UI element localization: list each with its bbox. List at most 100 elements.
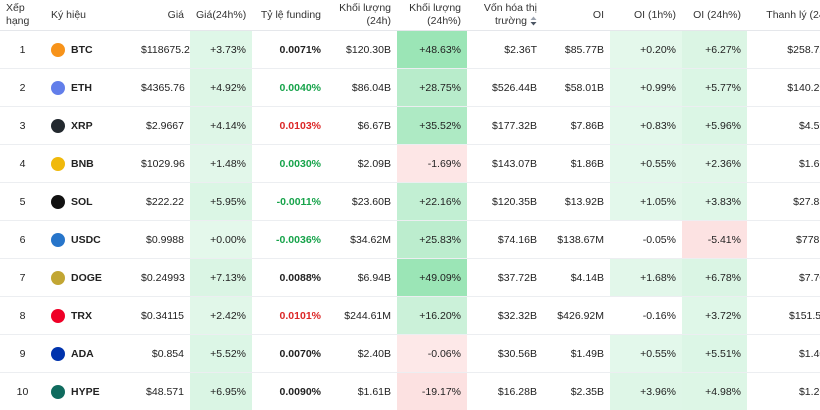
table-cell: 0.0040% [252, 68, 327, 107]
cell-value: $138.67M [557, 233, 604, 246]
column-header: Tỷ lệ funding [252, 0, 327, 31]
column-header: OI [543, 0, 610, 31]
table-cell: $778.80 [747, 220, 820, 259]
table-cell: +0.00% [190, 220, 252, 259]
table-cell: $4.59M [747, 106, 820, 145]
table-cell: 9 [0, 334, 45, 373]
cell-value: +3.73% [210, 43, 246, 56]
coin-symbol: BTC [71, 43, 93, 56]
cell-value: +4.92% [210, 81, 246, 94]
sort-icon[interactable] [530, 16, 537, 26]
cell-value: $4.59M [798, 119, 820, 132]
table-cell: $138.67M [543, 220, 610, 259]
column-header: OI (24h%) [682, 0, 747, 31]
column-header: Giá(24h%) [190, 0, 252, 31]
table-cell: +6.27% [682, 30, 747, 69]
table-row[interactable]: 4 BNB $1029.96 +1.48% 0.0030% $2.09B -1.69% $14… [0, 144, 820, 183]
table-cell: +5.51% [682, 334, 747, 373]
table-cell: $1.26M [747, 372, 820, 410]
cell-value: $58.01B [564, 81, 604, 94]
table-row[interactable]: 1 BTC $118675.2 +3.73% 0.0071% $120.30B +48.63… [0, 30, 820, 69]
table-row[interactable]: 5 SOL $222.22 +5.95% -0.0011% $23.60B +22.16% $… [0, 182, 820, 221]
table-row[interactable]: 6 USDC $0.9988 +0.00% -0.0036% $34.62M +25.83%… [0, 220, 820, 259]
table-cell: +25.83% [397, 220, 467, 259]
table-cell: DOGE [45, 258, 135, 297]
table-cell: $222.22 [135, 182, 190, 221]
table-cell: +35.52% [397, 106, 467, 145]
cell-value: +0.99% [640, 81, 676, 94]
table-cell: XRP [45, 106, 135, 145]
table-cell: HYPE [45, 372, 135, 410]
cell-value: +5.52% [210, 347, 246, 360]
table-cell: $426.92M [543, 296, 610, 335]
cell-value: $222.22 [146, 195, 184, 208]
table-cell: $6.67B [327, 106, 397, 145]
table-cell: $0.854 [135, 334, 190, 373]
table-cell: -19.17% [397, 372, 467, 410]
cell-value: $2.40B [357, 347, 391, 360]
symbol-cell: SOL [51, 194, 129, 209]
cell-value: +0.55% [640, 157, 676, 170]
cell-value: +25.83% [419, 233, 461, 246]
header-label: Giá [167, 8, 184, 21]
cell-value: $4365.76 [141, 81, 185, 94]
table-cell: $37.72B [467, 258, 543, 297]
cell-value: -0.16% [642, 309, 676, 322]
table-cell: -0.0011% [252, 182, 327, 221]
cell-value: 0.0103% [279, 119, 321, 132]
symbol-cell: TRX [51, 308, 129, 323]
table-cell: -0.0036% [252, 220, 327, 259]
cell-value: +0.55% [640, 347, 676, 360]
coin-symbol: USDC [71, 233, 101, 246]
table-row[interactable]: 8 TRX $0.34115 +2.42% 0.0101% $244.61M +16.20%… [0, 296, 820, 335]
cell-value: +6.27% [705, 43, 741, 56]
cell-value: $0.34115 [141, 309, 185, 322]
cell-value: $2.36T [504, 43, 537, 56]
table-cell: $1.61B [327, 372, 397, 410]
column-header: Khối lượng (24h) [327, 0, 397, 31]
cell-value: $37.72B [497, 271, 537, 284]
table-cell: 8 [0, 296, 45, 335]
cell-value: $120.30B [346, 43, 391, 56]
table-cell: $27.83M [747, 182, 820, 221]
cell-value: $0.854 [151, 347, 184, 360]
cell-value: +5.96% [705, 119, 741, 132]
cell-value: $16.28B [497, 385, 537, 398]
table-cell: $0.9988 [135, 220, 190, 259]
table-row[interactable]: 9 ADA $0.854 +5.52% 0.0070% $2.40B -0.06% $30.5… [0, 334, 820, 373]
table-cell: $4.14B [543, 258, 610, 297]
cell-value: 7 [19, 271, 26, 284]
table-row[interactable]: 2 ETH $4365.76 +4.92% 0.0040% $86.04B +28.75% $… [0, 68, 820, 107]
cell-value: $140.29M [787, 81, 820, 94]
table-cell: 7 [0, 258, 45, 297]
cell-value: 3 [19, 119, 26, 132]
cell-value: 0.0090% [279, 385, 321, 398]
table-cell: $74.16B [467, 220, 543, 259]
table-cell: $2.35B [543, 372, 610, 410]
cell-value: +4.98% [705, 385, 741, 398]
table-cell: 0.0030% [252, 144, 327, 183]
table-cell: -0.16% [610, 296, 682, 335]
cell-value: $85.77B [564, 43, 604, 56]
coin-icon [51, 384, 65, 399]
table-cell: $86.04B [327, 68, 397, 107]
table-cell: +22.16% [397, 182, 467, 221]
column-header: Khối lượng (24h%) [397, 0, 467, 31]
cell-value: $426.92M [557, 309, 604, 322]
table-row[interactable]: 7 DOGE $0.24993 +7.13% 0.0088% $6.94B +49.09% $… [0, 258, 820, 297]
table-row[interactable]: 10 HYPE $48.571 +6.95% 0.0090% $1.61B -19.17% $… [0, 372, 820, 410]
column-header: OI (1h%) [610, 0, 682, 31]
table-cell: +3.73% [190, 30, 252, 69]
table-cell: 0.0103% [252, 106, 327, 145]
cell-value: +3.72% [705, 309, 741, 322]
cell-value: $118675.2 [141, 43, 190, 56]
cell-value: +4.14% [210, 119, 246, 132]
table-row[interactable]: 3 XRP $2.9667 +4.14% 0.0103% $6.67B +35.52% $17… [0, 106, 820, 145]
cell-value: 0.0030% [279, 157, 321, 170]
table-cell: $7.86B [543, 106, 610, 145]
symbol-cell: HYPE [51, 384, 129, 399]
column-header[interactable]: Vốn hóa thị trường [467, 0, 543, 31]
table-cell: TRX [45, 296, 135, 335]
cell-value: +22.16% [419, 195, 461, 208]
cell-value: +49.09% [419, 271, 461, 284]
